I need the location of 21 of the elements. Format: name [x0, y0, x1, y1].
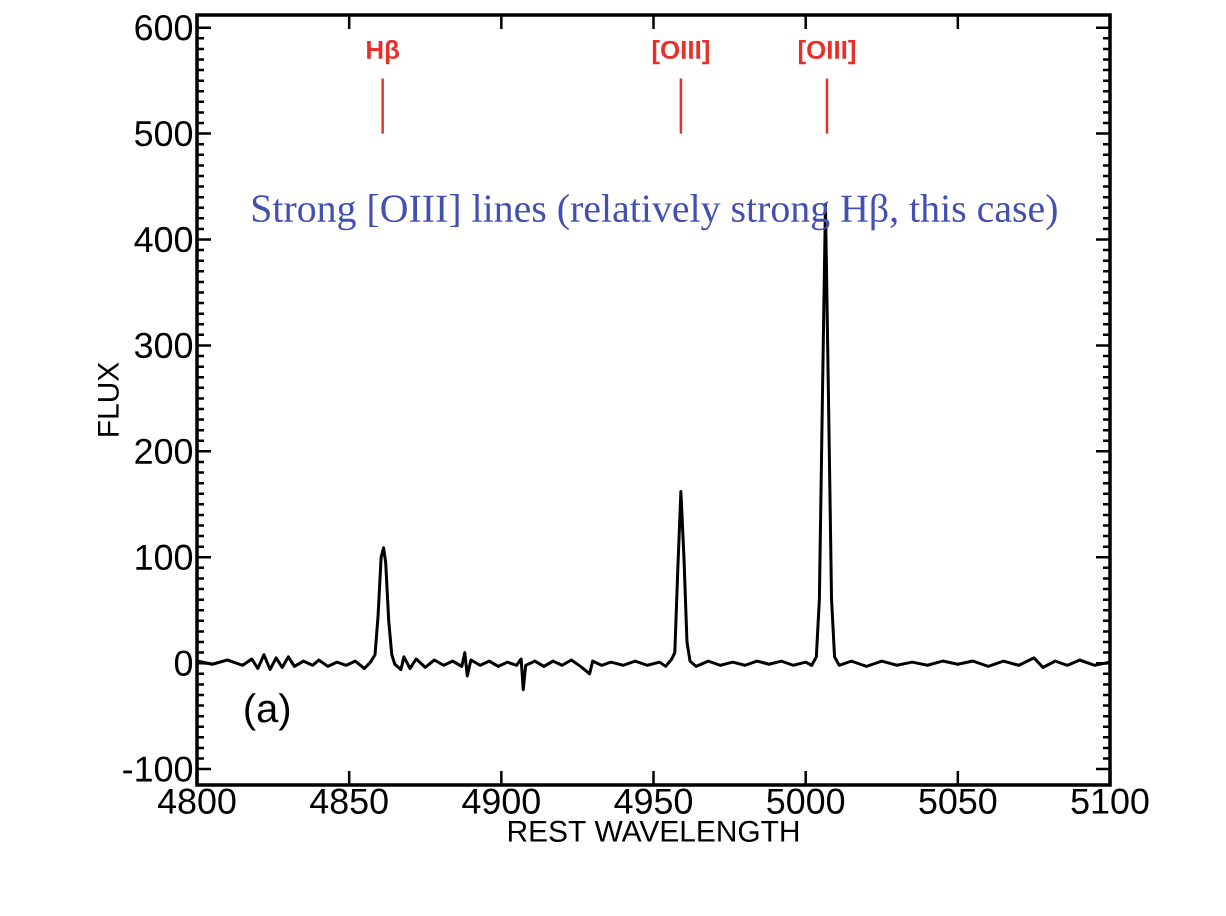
y-tick-label: 0 — [174, 650, 193, 676]
x-tick-label: 4850 — [310, 788, 388, 814]
x-tick-label: 5000 — [767, 788, 845, 814]
y-tick-label: -100 — [123, 756, 193, 782]
y-tick-label: 600 — [135, 15, 193, 41]
x-tick-label: 4800 — [157, 788, 236, 814]
ref-line-label: Hβ — [367, 39, 400, 65]
annotation: (a) — [245, 693, 290, 731]
y-tick-label: 400 — [134, 226, 193, 253]
y-axis-title: FLUX — [98, 362, 119, 436]
y-tick-label: 100 — [136, 544, 193, 570]
x-tick-label: 5100 — [1071, 788, 1149, 814]
x-axis-title: REST WAVELENGTH — [508, 820, 799, 842]
y-tick-label: 500 — [135, 120, 193, 147]
x-tick-label: 4950 — [614, 788, 692, 814]
ref-line-label: [OIII] — [652, 39, 709, 65]
y-tick-label: 200 — [135, 438, 193, 465]
ref-line-label: [OIII] — [798, 39, 856, 65]
x-tick-label: 5050 — [919, 788, 997, 814]
x-tick-label: 4900 — [462, 788, 540, 814]
y-tick-label: 300 — [135, 332, 193, 359]
